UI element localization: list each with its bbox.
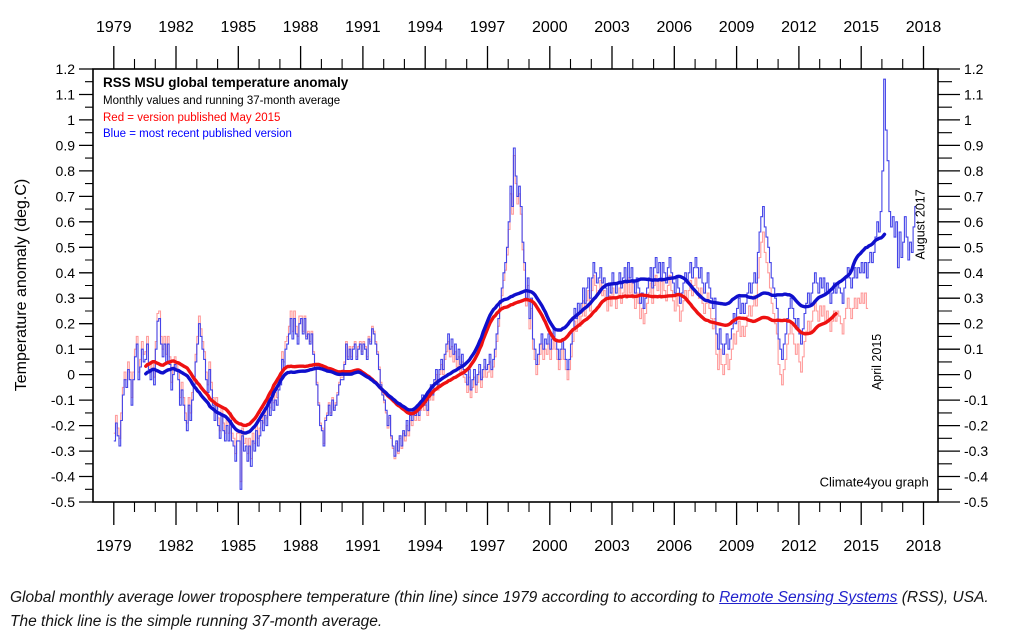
y-axis-major-ticks xyxy=(79,68,960,503)
x-axis-year-label-bottom: 1982 xyxy=(158,538,194,555)
y-axis-tick-label-left: 1.2 xyxy=(56,61,76,77)
y-axis-tick-label-right: -0.5 xyxy=(964,494,988,510)
y-axis-tick-label-right: -0.3 xyxy=(964,443,988,459)
y-axis-tick-label-right: 0.9 xyxy=(964,137,984,153)
y-axis-tick-label-left: 0.6 xyxy=(56,214,76,230)
chart-subtitle: Monthly values and running 37-month aver… xyxy=(103,94,341,107)
y-axis-tick-label-left: 0.8 xyxy=(56,163,76,179)
x-axis-year-label-top: 2018 xyxy=(906,19,942,36)
x-axis-year-label-bottom: 1997 xyxy=(470,538,506,555)
x-axis-year-label-bottom: 2009 xyxy=(719,538,755,555)
x-axis-year-label-bottom: 1988 xyxy=(283,538,319,555)
x-axis-minor-ticks xyxy=(133,59,904,512)
annotation-climate4you-graph: Climate4you graph xyxy=(820,475,929,490)
y-axis-tick-label-right: 1.1 xyxy=(964,87,984,103)
caption: Global monthly average lower troposphere… xyxy=(0,572,1024,634)
x-axis-year-label-top: 2012 xyxy=(781,19,817,36)
y-axis-tick-label-left: -0.4 xyxy=(51,469,75,485)
x-axis-year-label-top: 1982 xyxy=(158,19,194,36)
annotation-april-2015: April 2015 xyxy=(870,334,884,390)
x-axis-year-label-top: 1979 xyxy=(96,19,132,36)
y-axis-tick-label-left: 0.1 xyxy=(56,341,76,357)
x-axis-year-label-bottom: 2018 xyxy=(906,538,942,555)
x-axis-year-label-top: 1994 xyxy=(407,19,443,36)
y-axis-tick-label-right: 0 xyxy=(964,367,972,383)
y-axis-tick-label-right: 0.6 xyxy=(964,214,984,230)
caption-text-before: Global monthly average lower troposphere… xyxy=(10,589,720,606)
x-axis-year-label-bottom: 2000 xyxy=(532,538,568,555)
y-axis-tick-label-right: 0.1 xyxy=(964,341,984,357)
y-axis-tick-label-left: 0.7 xyxy=(56,188,76,204)
x-axis-year-label-top: 2006 xyxy=(657,19,693,36)
chart-legend: RSS MSU global temperature anomaly Month… xyxy=(103,74,348,142)
series-blue-running-mean xyxy=(144,232,887,435)
y-axis-tick-label-right: 0.3 xyxy=(964,290,984,306)
series-red-running-mean xyxy=(144,292,838,428)
y-axis-tick-label-right: -0.4 xyxy=(964,469,988,485)
x-axis-year-label-top: 1988 xyxy=(283,19,319,36)
y-axis-minor-ticks xyxy=(85,81,952,490)
y-axis-tick-label-left: -0.2 xyxy=(51,418,75,434)
y-axis-tick-label-right: 0.4 xyxy=(964,265,984,281)
x-axis-year-label-bottom: 1994 xyxy=(407,538,443,555)
legend-entry-red: Red = version published May 2015 xyxy=(103,112,281,125)
x-axis-year-label-top: 2000 xyxy=(532,19,568,36)
y-axis-tick-label-left: 1 xyxy=(67,112,75,128)
y-axis-title: Temperature anomaly (deg.C) xyxy=(13,178,30,392)
y-axis-tick-label-left: 0 xyxy=(67,367,75,383)
y-axis-tick-label-right: 0.2 xyxy=(964,316,984,332)
y-axis-tick-label-left: -0.3 xyxy=(51,443,75,459)
caption-text-after: (RSS), USA. The thick line is the simple… xyxy=(10,589,989,631)
x-axis-year-label-bottom: 1985 xyxy=(221,538,257,555)
chart-canvas: 1.2 1.2 1.1 1.1 1 1 0.9 0.9 0.8 0.8 0.7 0.7 0.6 0.6 0.… xyxy=(51,19,988,555)
x-axis-year-label-top: 1985 xyxy=(221,19,257,36)
y-axis-tick-label-right: 0.5 xyxy=(964,239,984,255)
y-axis-tick-label-right: 0.8 xyxy=(964,163,984,179)
x-axis-year-label-top: 1991 xyxy=(345,19,381,36)
y-axis-tick-label-left: 0.3 xyxy=(56,290,76,306)
y-axis-tick-label-left: 0.9 xyxy=(56,137,76,153)
x-axis-year-label-top: 1997 xyxy=(470,19,506,36)
x-axis-year-label-top: 2015 xyxy=(843,19,879,36)
y-axis-tick-label-right: 0.7 xyxy=(964,188,984,204)
temperature-anomaly-chart: 1.2 1.2 1.1 1.1 1 1 0.9 0.9 0.8 0.8 0.7 0.7 0.6 0.6 0.… xyxy=(13,19,989,555)
x-axis-year-label-bottom: 1979 xyxy=(96,538,132,555)
series-blue-monthly xyxy=(113,78,917,490)
y-axis-tick-label-right: -0.1 xyxy=(964,392,988,408)
legend-entry-blue: Blue = most recent published version xyxy=(103,128,292,141)
x-axis-year-label-bottom: 2006 xyxy=(657,538,693,555)
y-axis-tick-label-left: -0.5 xyxy=(51,494,75,510)
y-axis-tick-label-left: -0.1 xyxy=(51,392,75,408)
y-axis-tick-label-right: 1.2 xyxy=(964,61,984,77)
plot-frame xyxy=(92,68,939,503)
y-axis-tick-label-left: 0.4 xyxy=(56,265,76,281)
x-axis-year-label-bottom: 2003 xyxy=(594,538,630,555)
chart-title: RSS MSU global temperature anomaly xyxy=(103,75,349,90)
x-axis-year-label-bottom: 2012 xyxy=(781,538,817,555)
x-axis-year-label-top: 2009 xyxy=(719,19,755,36)
caption-link-remote-sensing-systems[interactable]: Remote Sensing Systems xyxy=(719,589,898,606)
y-axis-tick-label-left: 0.2 xyxy=(56,316,76,332)
y-axis-tick-label-right: 1 xyxy=(964,112,972,128)
x-axis-year-label-bottom: 1991 xyxy=(345,538,381,555)
x-axis-year-label-bottom: 2015 xyxy=(843,538,879,555)
x-axis-year-label-top: 2003 xyxy=(594,19,630,36)
y-axis-tick-label-right: -0.2 xyxy=(964,418,988,434)
x-axis-major-ticks xyxy=(113,46,925,525)
annotation-august-2017: August 2017 xyxy=(914,189,928,259)
y-axis-tick-label-left: 0.5 xyxy=(56,239,76,255)
y-axis-tick-label-left: 1.1 xyxy=(56,87,76,103)
